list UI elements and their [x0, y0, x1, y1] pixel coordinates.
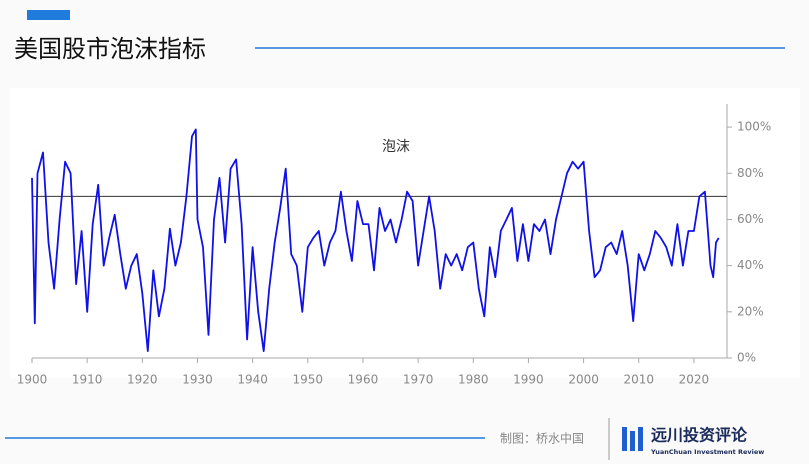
y-tick-label: 100%	[737, 120, 771, 134]
y-tick-label: 20%	[737, 304, 764, 318]
x-tick-label: 1960	[348, 373, 379, 387]
data-line	[31, 128, 720, 352]
y-tick-label: 80%	[737, 166, 764, 180]
x-tick-label: 1900	[17, 373, 48, 387]
x-tick-label: 1940	[237, 373, 268, 387]
chart-panel	[10, 88, 800, 378]
x-tick-label: 1920	[127, 373, 158, 387]
y-tick-label: 60%	[737, 212, 764, 226]
x-tick-label: 1990	[513, 373, 544, 387]
chart-title: 美国股市泡沫指标	[14, 35, 206, 63]
brand-en: YuanChuan Investment Review	[650, 448, 764, 456]
credit: 制图：桥水中国	[500, 431, 584, 446]
y-tick-label: 0%	[737, 351, 756, 365]
accent-bar	[27, 10, 70, 20]
brand: 远川投资评论	[651, 426, 748, 445]
annotation: 泡沫	[382, 139, 410, 155]
x-tick-label: 1950	[293, 373, 324, 387]
x-tick-label: 1910	[72, 373, 103, 387]
x-tick-label: 1980	[458, 373, 489, 387]
x-tick-label: 2010	[623, 373, 654, 387]
x-tick-label: 1930	[182, 373, 213, 387]
x-tick-label: 2020	[679, 373, 710, 387]
logo-icon	[622, 427, 643, 451]
y-tick-label: 40%	[737, 258, 764, 272]
x-tick-label: 2000	[568, 373, 599, 387]
x-tick-label: 1970	[403, 373, 434, 387]
